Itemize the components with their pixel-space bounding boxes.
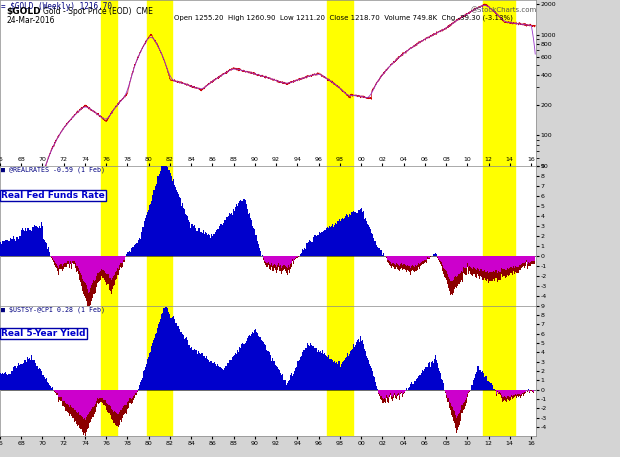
Bar	[101, 305, 117, 436]
Bar	[146, 166, 172, 305]
Text: ■ $USTSY-@CPI 0.28 (1 Feb): ■ $USTSY-@CPI 0.28 (1 Feb)	[1, 306, 105, 313]
Text: $GOLD: $GOLD	[6, 7, 41, 16]
Bar	[327, 0, 353, 166]
Text: Real 5-Year Yield: Real 5-Year Yield	[1, 329, 86, 338]
Text: Open 1255.20  High 1260.90  Low 1211.20  Close 1218.70  Volume 749.8K  Chg -39.3: Open 1255.20 High 1260.90 Low 1211.20 Cl…	[174, 15, 513, 21]
Bar	[101, 0, 117, 166]
Bar	[483, 305, 515, 436]
Bar	[483, 166, 515, 305]
Bar	[146, 0, 172, 166]
Text: Real Fed Funds Rate: Real Fed Funds Rate	[1, 191, 105, 200]
Text: = $GOLD (Weekly) 1216.70: = $GOLD (Weekly) 1216.70	[1, 2, 112, 11]
Text: Gold - Spot Price (EOD)  CME: Gold - Spot Price (EOD) CME	[43, 7, 153, 16]
Bar	[327, 166, 353, 305]
Bar	[483, 0, 515, 166]
Bar	[101, 166, 117, 305]
Bar	[146, 305, 172, 436]
Bar	[327, 305, 353, 436]
Text: @StockCharts.com: @StockCharts.com	[470, 7, 536, 13]
Text: ■ @REALRATES -0.59 (1 Feb): ■ @REALRATES -0.59 (1 Feb)	[1, 166, 105, 173]
Text: 24-Mar-2016: 24-Mar-2016	[6, 16, 55, 25]
